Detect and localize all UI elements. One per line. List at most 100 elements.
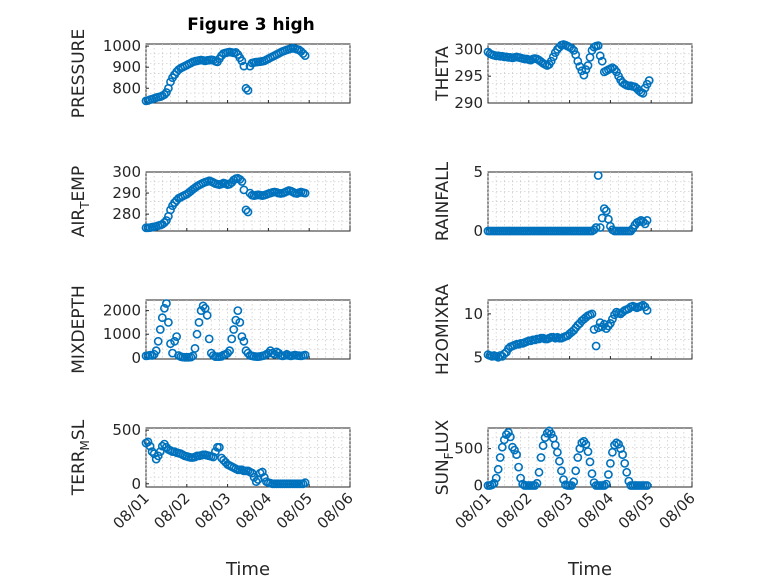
data-point — [557, 466, 566, 476]
data-point — [644, 76, 654, 85]
data-point — [151, 346, 161, 356]
data-point — [247, 468, 257, 478]
data-point — [202, 310, 212, 320]
subplot-terr: 0 500 TERRMSL 08/0108/0208/0308/0408/0508/0… — [69, 419, 357, 580]
y-tick-label: 800 — [112, 79, 141, 97]
data-point — [153, 451, 163, 461]
data-point — [606, 458, 615, 468]
data-series — [141, 173, 310, 233]
data-point — [536, 453, 546, 462]
y-axis-label-subscript: T — [78, 201, 92, 210]
data-point — [595, 51, 605, 61]
data-point — [601, 206, 611, 216]
data-point — [499, 349, 509, 359]
x-tick-label: 08/06 — [314, 489, 357, 532]
data-point — [587, 469, 597, 479]
data-point — [239, 61, 249, 71]
y-axis-label-rest: LUX — [433, 419, 453, 452]
data-point — [159, 303, 169, 313]
data-point — [604, 470, 613, 479]
y-axis-label: PRESSURE — [69, 29, 89, 118]
data-point — [300, 478, 310, 488]
y-tick-label: 300 — [454, 40, 483, 58]
y-tick-label: 295 — [454, 67, 483, 85]
data-point — [503, 427, 513, 437]
data-point — [300, 350, 310, 360]
data-point — [143, 437, 153, 447]
data-point — [618, 450, 627, 459]
data-point — [190, 343, 200, 353]
data-point — [597, 213, 607, 223]
y-axis-label: MIXDEPTH — [69, 285, 89, 374]
data-point — [227, 334, 237, 344]
y-tick-label: 500 — [454, 440, 483, 458]
data-point — [491, 473, 501, 483]
y-axis-label-main: AIR — [69, 209, 89, 238]
data-point — [577, 66, 587, 76]
y-tick-label: 2000 — [103, 302, 141, 320]
data-point — [626, 226, 636, 236]
data-point — [532, 478, 542, 488]
y-tick-label: 0 — [131, 349, 141, 367]
data-point — [581, 65, 591, 75]
data-point — [642, 215, 652, 225]
data-point — [548, 52, 558, 62]
data-point — [622, 467, 632, 477]
data-series — [141, 299, 310, 362]
data-point — [593, 41, 603, 50]
data-point — [591, 341, 601, 351]
data-point — [163, 317, 173, 327]
data-point — [145, 441, 155, 451]
y-tick-label: 500 — [112, 421, 141, 439]
data-point — [204, 334, 214, 344]
data-point — [243, 86, 253, 95]
data-point — [235, 174, 245, 184]
data-series — [483, 40, 654, 98]
y-axis-label-main: TERR — [69, 450, 89, 496]
data-point — [583, 447, 593, 456]
x-tick-label: 08/05 — [273, 489, 316, 532]
subplot-sun: 0500SUNFLUX08/0108/0208/0308/0408/0508/0… — [433, 419, 699, 580]
y-axis-label-rest: EMP — [69, 166, 89, 202]
data-point — [642, 305, 652, 315]
data-point — [239, 336, 249, 346]
data-point — [546, 56, 556, 66]
data-point — [599, 204, 609, 213]
y-axis-label: RAINFALL — [433, 161, 453, 241]
y-axis-label: TERRMSL — [69, 419, 92, 496]
data-point — [157, 313, 167, 323]
data-point — [530, 481, 540, 490]
y-axis-label-rest: SL — [69, 419, 89, 440]
data-point — [514, 462, 523, 472]
data-point — [229, 325, 239, 334]
subplot-rainfall: 0 5 RAINFALL — [433, 161, 693, 241]
x-tick-label: 08/04 — [232, 489, 275, 532]
x-tick-label: 08/01 — [452, 489, 495, 532]
data-point — [225, 346, 234, 356]
data-point — [243, 207, 253, 217]
subplot-h2omixra: 5 10 H2OMIXRA — [433, 284, 693, 375]
data-point — [642, 481, 652, 490]
y-axis-label-main: SUN — [433, 459, 453, 495]
data-point — [257, 467, 267, 477]
data-point — [235, 317, 245, 327]
subplot-pressure: 800 900 1000 PRESSURE — [69, 29, 351, 118]
data-point — [166, 205, 175, 215]
data-point — [595, 318, 605, 327]
data-point — [608, 314, 617, 324]
data-point — [555, 456, 564, 466]
data-point — [147, 447, 157, 456]
data-point — [259, 472, 269, 482]
data-point — [601, 479, 611, 489]
data-series — [483, 300, 652, 362]
subplot-air: 280 290 300 AIRTEMP — [69, 163, 351, 238]
data-point — [638, 88, 648, 98]
data-point — [153, 336, 163, 346]
x-axis-label: Time — [567, 559, 612, 580]
y-axis-label-subscript: M — [78, 440, 92, 450]
data-point — [542, 428, 552, 438]
y-tick-label: 0 — [473, 222, 483, 240]
data-point — [161, 299, 171, 308]
